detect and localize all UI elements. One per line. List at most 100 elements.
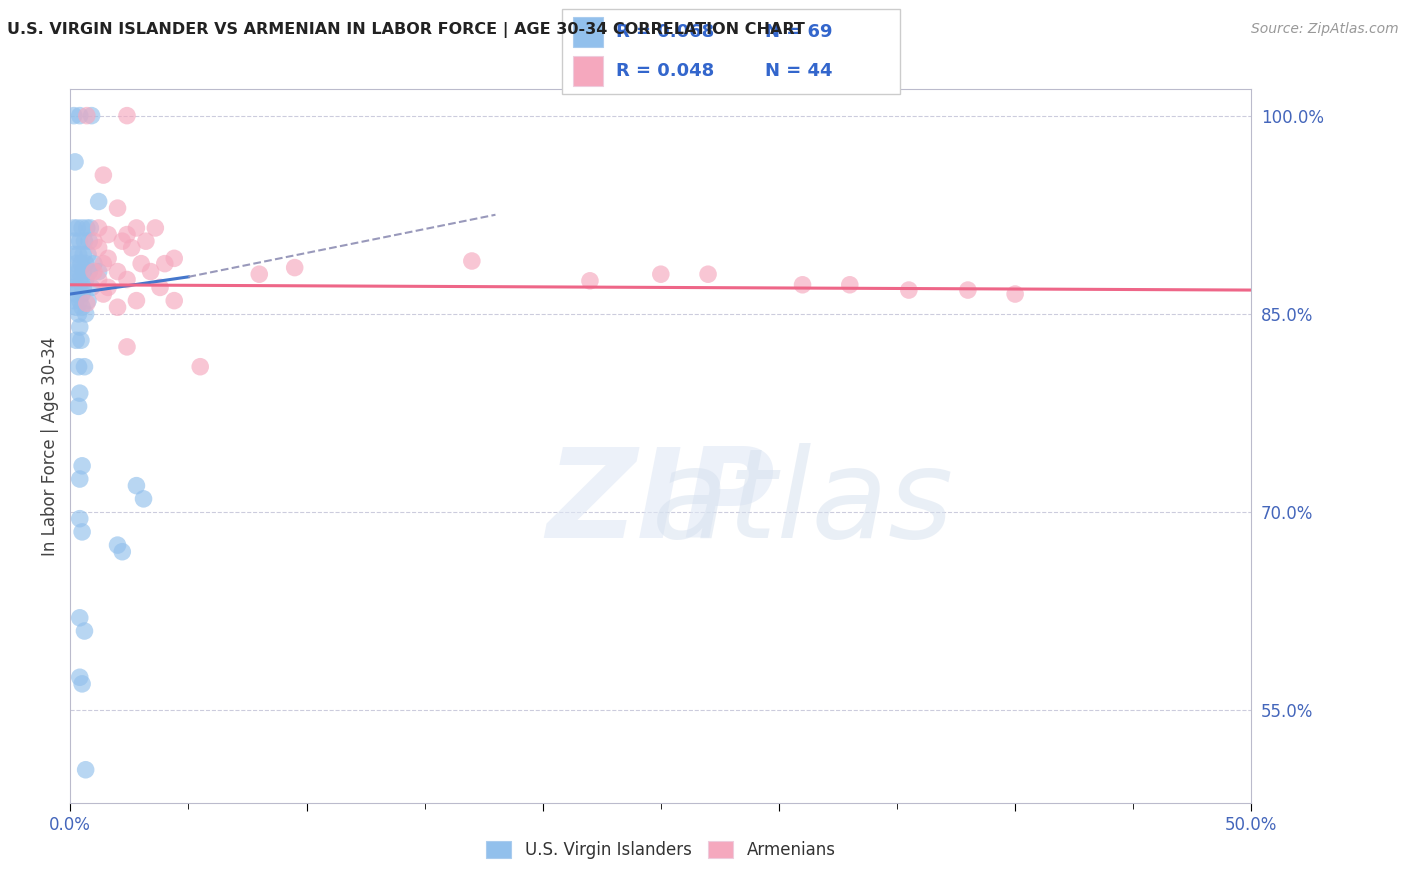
Point bbox=[83, 234, 105, 248]
Point bbox=[188, 359, 211, 374]
Point bbox=[111, 234, 134, 248]
Point bbox=[67, 264, 90, 278]
Text: U.S. VIRGIN ISLANDER VS ARMENIAN IN LABOR FORCE | AGE 30-34 CORRELATION CHART: U.S. VIRGIN ISLANDER VS ARMENIAN IN LABO… bbox=[7, 22, 804, 38]
Point bbox=[69, 320, 91, 334]
Point bbox=[838, 277, 860, 292]
Point bbox=[63, 221, 86, 235]
Point bbox=[69, 109, 91, 123]
Point bbox=[67, 400, 90, 414]
Point bbox=[75, 257, 97, 271]
Bar bbox=[572, 55, 603, 86]
Point bbox=[107, 300, 129, 314]
Point bbox=[70, 287, 93, 301]
Point bbox=[111, 545, 134, 559]
Point bbox=[76, 221, 98, 235]
Text: R = 0.068: R = 0.068 bbox=[616, 23, 714, 41]
Point bbox=[135, 234, 157, 248]
Point bbox=[97, 252, 120, 266]
Point bbox=[97, 280, 120, 294]
Text: atlas: atlas bbox=[651, 442, 953, 564]
Point bbox=[70, 257, 93, 271]
Point bbox=[69, 472, 91, 486]
Point bbox=[63, 272, 86, 286]
Point bbox=[67, 247, 90, 261]
Point bbox=[97, 227, 120, 242]
Point bbox=[93, 287, 115, 301]
Point bbox=[69, 511, 91, 525]
Point bbox=[70, 677, 93, 691]
Point bbox=[70, 300, 93, 314]
Point bbox=[121, 241, 143, 255]
Point bbox=[115, 340, 138, 354]
Point bbox=[67, 280, 90, 294]
Point bbox=[83, 264, 105, 278]
Point bbox=[70, 333, 93, 347]
Point bbox=[125, 221, 148, 235]
Point bbox=[73, 624, 96, 638]
Point bbox=[461, 254, 484, 268]
Point bbox=[75, 307, 97, 321]
Point bbox=[93, 168, 115, 182]
Point bbox=[70, 221, 93, 235]
Point bbox=[72, 264, 94, 278]
Point bbox=[153, 257, 176, 271]
Point bbox=[115, 227, 138, 242]
Point bbox=[69, 272, 91, 286]
Point bbox=[115, 272, 138, 286]
Point bbox=[63, 293, 86, 308]
Point bbox=[65, 300, 87, 314]
Point bbox=[149, 280, 172, 294]
Point bbox=[76, 109, 98, 123]
Point bbox=[107, 538, 129, 552]
Point bbox=[73, 234, 96, 248]
Text: N = 44: N = 44 bbox=[765, 62, 832, 79]
Text: ZIP: ZIP bbox=[547, 442, 775, 564]
Point bbox=[87, 221, 110, 235]
Point bbox=[80, 109, 103, 123]
Point bbox=[65, 287, 87, 301]
Point bbox=[77, 234, 100, 248]
Legend: U.S. Virgin Islanders, Armenians: U.S. Virgin Islanders, Armenians bbox=[479, 834, 842, 866]
Point bbox=[77, 264, 100, 278]
Point bbox=[163, 293, 186, 308]
Point bbox=[65, 257, 87, 271]
Point bbox=[63, 280, 86, 294]
Y-axis label: In Labor Force | Age 30-34: In Labor Force | Age 30-34 bbox=[41, 336, 59, 556]
Point bbox=[93, 257, 115, 271]
Point bbox=[63, 264, 86, 278]
Point bbox=[115, 109, 138, 123]
Text: R = 0.048: R = 0.048 bbox=[616, 62, 714, 79]
Point bbox=[143, 221, 166, 235]
FancyBboxPatch shape bbox=[562, 9, 900, 94]
Point bbox=[247, 267, 270, 281]
Point bbox=[69, 611, 91, 625]
Point bbox=[956, 283, 979, 297]
Point bbox=[125, 293, 148, 308]
Point bbox=[792, 277, 814, 292]
Point bbox=[87, 272, 110, 286]
Point bbox=[70, 524, 93, 539]
Point bbox=[73, 359, 96, 374]
Point bbox=[163, 252, 186, 266]
Point bbox=[87, 264, 110, 278]
Point bbox=[697, 267, 720, 281]
Point bbox=[63, 234, 86, 248]
Point bbox=[69, 386, 91, 401]
Point bbox=[125, 478, 148, 492]
Point bbox=[72, 247, 94, 261]
Point bbox=[897, 283, 920, 297]
Point bbox=[75, 763, 97, 777]
Point bbox=[67, 359, 90, 374]
Text: N = 69: N = 69 bbox=[765, 23, 832, 41]
Point bbox=[579, 274, 602, 288]
Point bbox=[284, 260, 307, 275]
Text: Source: ZipAtlas.com: Source: ZipAtlas.com bbox=[1251, 22, 1399, 37]
Point bbox=[83, 257, 105, 271]
Point bbox=[80, 280, 103, 294]
Point bbox=[72, 280, 94, 294]
Point bbox=[65, 333, 87, 347]
Point bbox=[77, 293, 100, 308]
Point bbox=[139, 264, 162, 278]
Point bbox=[67, 307, 90, 321]
Point bbox=[87, 194, 110, 209]
